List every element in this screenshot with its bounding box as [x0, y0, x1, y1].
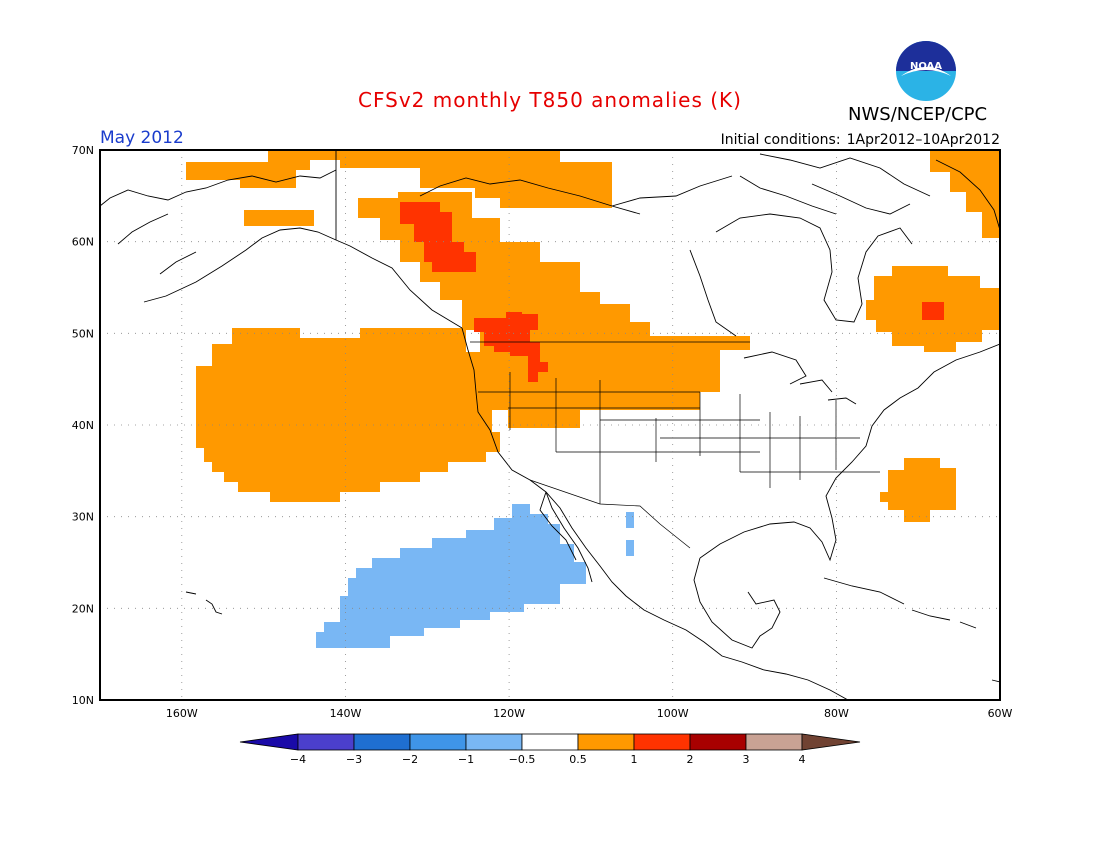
legend-tick-label: −0.5 [509, 753, 536, 766]
initial-conditions-range: 1Apr2012–10Apr2012 [846, 132, 1000, 148]
lon-label: 60W [988, 707, 1013, 720]
legend-swatch [689, 733, 747, 751]
legend-tick-label: 4 [799, 753, 806, 766]
graticule [100, 150, 1000, 700]
legend-swatch [297, 733, 355, 751]
legend-swatch [633, 733, 691, 751]
organization-label: NWS/NCEP/CPC [848, 104, 988, 125]
lat-label: 20N [72, 602, 94, 615]
map-title: CFSv2 monthly T850 anomalies (K) [358, 88, 742, 112]
legend-tick-label: 2 [687, 753, 694, 766]
map-frame [99, 149, 1001, 701]
legend-swatch [745, 733, 803, 751]
lon-label: 140W [330, 707, 362, 720]
legend-tick-label: −2 [402, 753, 418, 766]
legend-swatch [577, 733, 635, 751]
lat-label: 40N [72, 419, 94, 432]
color-legend [239, 733, 861, 751]
legend-tick-label: −3 [346, 753, 362, 766]
legend-arrow-high [801, 733, 861, 751]
legend-swatch [521, 733, 579, 751]
noaa-logo: NOAA [896, 41, 956, 101]
legend-tick-label: −1 [458, 753, 474, 766]
anomaly-shading [186, 150, 1000, 648]
legend-tick-label: −4 [290, 753, 306, 766]
legend-tick-label: 0.5 [569, 753, 587, 766]
coastlines [100, 150, 1000, 700]
lat-label: 60N [72, 236, 94, 249]
lon-label: 120W [493, 707, 525, 720]
legend-swatch [465, 733, 523, 751]
lat-label: 10N [72, 694, 94, 707]
legend-tick-label: 3 [743, 753, 750, 766]
latitude-axis: 70N 60N 50N 40N 30N 20N 10N [72, 144, 94, 707]
warm-anomaly-regions [186, 150, 1000, 522]
legend-swatch [409, 733, 467, 751]
strong-warm-anomaly-regions [400, 202, 944, 382]
color-legend-labels: −4 −3 −2 −1 −0.5 0.5 1 2 3 4 [290, 753, 806, 766]
legend-swatch [353, 733, 411, 751]
political-borders [470, 341, 880, 549]
legend-arrow-low [239, 733, 299, 751]
cool-anomaly-regions [316, 504, 634, 648]
lat-label: 70N [72, 144, 94, 157]
lat-label: 30N [72, 511, 94, 524]
lon-label: 160W [166, 707, 198, 720]
noaa-logo-text: NOAA [910, 61, 942, 72]
initial-conditions-label: Initial conditions: [720, 132, 841, 148]
longitude-axis: 160W 140W 120W 100W 80W 60W [166, 707, 1013, 720]
initial-conditions: Initial conditions: 1Apr2012–10Apr2012 [715, 132, 1000, 148]
legend-tick-label: 1 [631, 753, 638, 766]
forecast-period: May 2012 [100, 128, 184, 148]
lon-label: 100W [657, 707, 689, 720]
lat-label: 50N [72, 327, 94, 340]
lon-label: 80W [824, 707, 849, 720]
